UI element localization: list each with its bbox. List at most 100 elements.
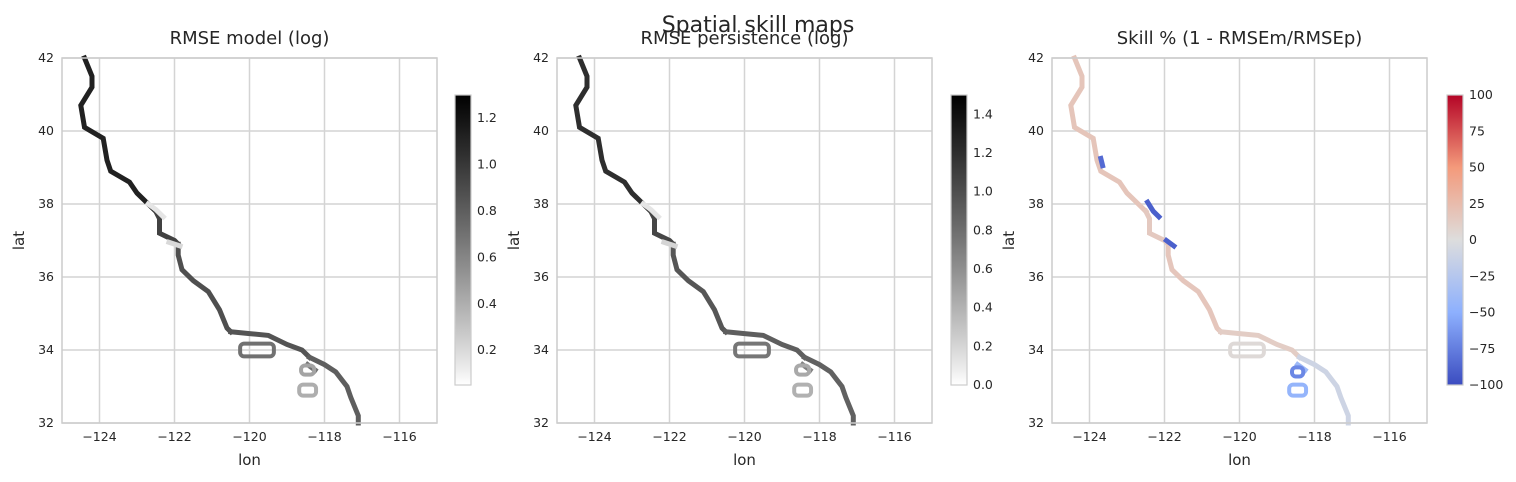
axes-frame xyxy=(61,57,438,424)
x-tick-label: −118 xyxy=(307,429,341,444)
colorbar-tick-label: 1.0 xyxy=(477,157,497,172)
y-tick-label: 32 xyxy=(1028,415,1044,430)
coast-cell-segment xyxy=(1097,155,1106,169)
x-tick-label: −118 xyxy=(802,429,836,444)
x-tick-label: −116 xyxy=(1372,429,1406,444)
y-axis-label: lat xyxy=(10,231,28,250)
coast-cell-segment xyxy=(1144,198,1163,221)
colorbar-tick-label: 1.2 xyxy=(477,110,497,125)
panel-title: RMSE model (log) xyxy=(170,28,330,49)
coast-cell-segment xyxy=(801,353,856,426)
y-axis-label: lat xyxy=(505,231,523,250)
x-tick-label: −116 xyxy=(877,429,911,444)
y-tick-label: 40 xyxy=(533,123,549,138)
colorbar-tick-label: −100 xyxy=(1469,377,1503,392)
colorbar-tick-label: 1.2 xyxy=(973,145,993,160)
x-tick-label: −120 xyxy=(727,429,761,444)
panel-title: Skill % (1 - RMSEm/RMSEp) xyxy=(1117,28,1363,49)
coast-cell-segment xyxy=(144,200,167,221)
island-cells xyxy=(299,363,317,377)
y-tick-label: 36 xyxy=(1028,269,1044,284)
colorbar-tick-label: 0.6 xyxy=(973,261,993,276)
island-cells xyxy=(792,382,814,398)
colorbar-tick-label: 25 xyxy=(1469,196,1485,211)
x-axis-label: lon xyxy=(733,451,756,469)
colorbar-tick-label: 0.4 xyxy=(973,300,993,315)
x-tick-label: −124 xyxy=(577,429,611,444)
colorbar-tick-label: 0.0 xyxy=(973,377,993,392)
colorbar-tick-label: 1.0 xyxy=(973,184,993,199)
y-axis-label: lat xyxy=(1000,231,1018,250)
island-cells xyxy=(1228,341,1266,359)
coast-cell-segment xyxy=(1296,353,1351,426)
x-tick-label: −122 xyxy=(157,429,191,444)
island-cells xyxy=(1290,365,1306,379)
x-tick-label: −120 xyxy=(232,429,266,444)
island-cells xyxy=(238,341,276,359)
y-tick-label: 36 xyxy=(533,269,549,284)
coast-cell-segment xyxy=(1162,237,1178,250)
x-tick-label: −122 xyxy=(1147,429,1181,444)
colorbar-tick-label: 0.8 xyxy=(973,222,993,237)
colorbar-tick-label: 1.4 xyxy=(973,106,993,121)
colorbar-tick-label: −50 xyxy=(1469,305,1495,320)
colorbar-tick-label: 0.2 xyxy=(973,338,993,353)
y-tick-label: 40 xyxy=(1028,123,1044,138)
y-tick-label: 38 xyxy=(38,196,54,211)
colorbar-tick-label: 0 xyxy=(1469,232,1477,247)
x-tick-label: −124 xyxy=(1072,429,1106,444)
y-tick-label: 42 xyxy=(38,50,54,65)
x-tick-label: −120 xyxy=(1222,429,1256,444)
panel-skill: −124 −122 −120 −118 −116 32 34 36 38 40 42 Skill % … xyxy=(1000,28,1503,469)
axes-frame xyxy=(1051,57,1428,424)
panel-rmse-model: −124 −122 −120 −118 −116 32 34 36 38 40 42 RMSE mod… xyxy=(10,28,497,469)
y-tick-label: 34 xyxy=(533,342,549,357)
y-tick-label: 40 xyxy=(38,123,54,138)
x-tick-label: −124 xyxy=(82,429,116,444)
colorbar-tick-label: 0.2 xyxy=(477,342,497,357)
colorbar xyxy=(1446,94,1464,386)
island-cells xyxy=(733,341,771,359)
coast-cell-segment xyxy=(1165,241,1225,336)
x-tick-label: −118 xyxy=(1297,429,1331,444)
coast-cell-segment xyxy=(1068,54,1150,215)
panel-rmse-persistence: −124 −122 −120 −118 −116 32 34 36 38 40 42 RMSE per… xyxy=(505,28,993,469)
y-tick-label: 34 xyxy=(38,342,54,357)
colorbar-tick-label: 0.4 xyxy=(477,296,497,311)
figure-suptitle: Spatial skill maps xyxy=(662,13,855,38)
island-cells xyxy=(1287,382,1309,398)
x-axis-label: lon xyxy=(238,451,261,469)
colorbar-tick-label: 75 xyxy=(1469,123,1485,138)
y-tick-label: 42 xyxy=(1028,50,1044,65)
x-axis-label: lon xyxy=(1228,451,1251,469)
y-tick-label: 32 xyxy=(38,415,54,430)
y-tick-label: 38 xyxy=(533,196,549,211)
colorbar-tick-label: −25 xyxy=(1469,268,1495,283)
coast-cell-segment xyxy=(78,54,160,215)
y-tick-label: 38 xyxy=(1028,196,1044,211)
panels-group: −124 −122 −120 −118 −116 32 34 36 38 40 42 RMSE mod… xyxy=(10,28,1503,469)
colorbar xyxy=(950,94,968,386)
colorbar-tick-label: −75 xyxy=(1469,341,1495,356)
x-tick-label: −116 xyxy=(382,429,416,444)
coast-cell-segment xyxy=(175,241,235,336)
colorbar-tick-label: 100 xyxy=(1469,87,1493,102)
y-tick-label: 34 xyxy=(1028,342,1044,357)
coast-cell-segment xyxy=(723,329,809,361)
coast-cell-segment xyxy=(1218,329,1304,361)
y-tick-label: 42 xyxy=(533,50,549,65)
coast-cell-segment xyxy=(228,329,314,361)
y-tick-label: 36 xyxy=(38,269,54,284)
panel-title: RMSE persistence (log) xyxy=(641,28,849,49)
colorbar-tick-label: 0.8 xyxy=(477,203,497,218)
island-cells xyxy=(794,363,812,377)
coast-cell-segment xyxy=(660,239,679,250)
coast-cell-segment xyxy=(670,241,730,336)
coast-cell-segment xyxy=(306,353,361,426)
island-cells xyxy=(297,382,319,398)
coast-cell-segment xyxy=(639,200,662,221)
y-tick-label: 32 xyxy=(533,415,549,430)
colorbar-tick-label: 50 xyxy=(1469,160,1485,175)
axes-frame xyxy=(556,57,933,424)
